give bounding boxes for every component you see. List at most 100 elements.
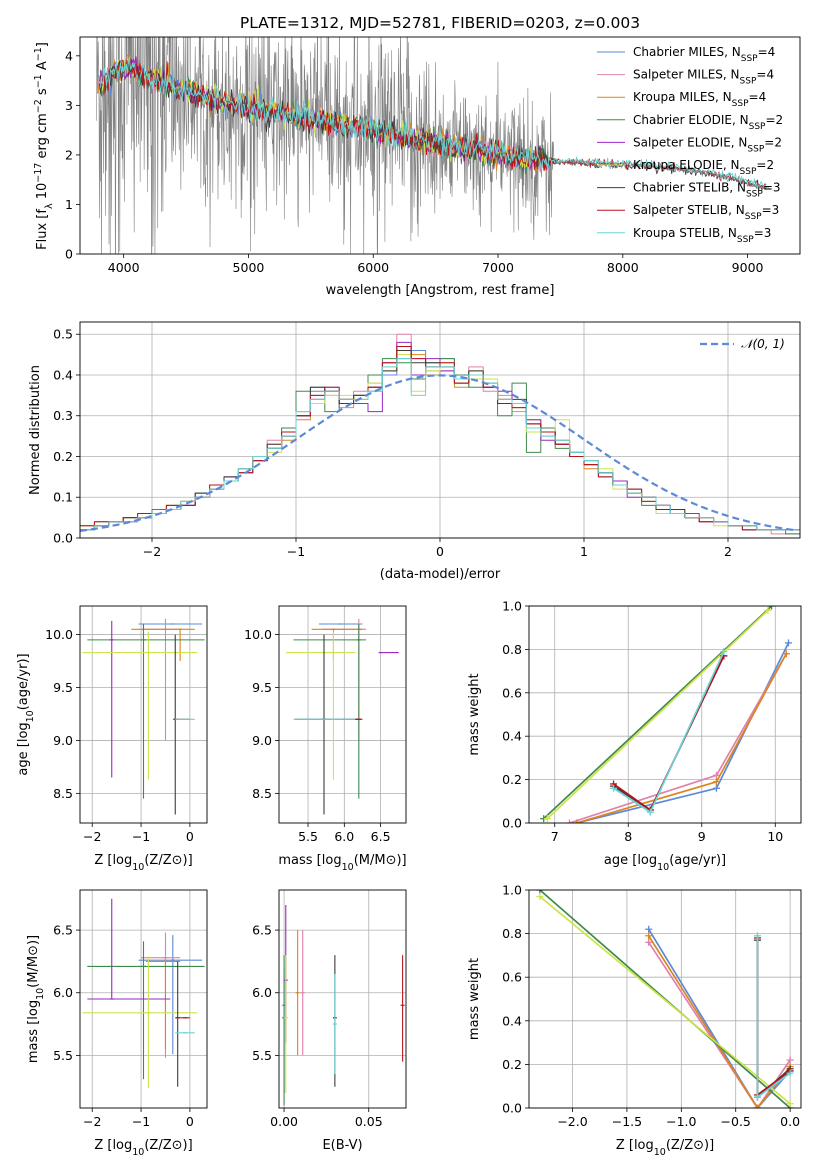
label-part: Z [ (94, 1138, 112, 1153)
y-tick-label: 0 (65, 247, 73, 262)
legend-label: Salpeter ELODIE, NSSP=2 (633, 135, 782, 154)
x-tick-label: −0.5 (721, 1114, 751, 1129)
x-tick-label: 0.0 (780, 1114, 800, 1129)
y-tick-label: 1 (65, 197, 73, 212)
y-axis-label: mass weight (467, 673, 482, 755)
y-tick-label: 0.6 (502, 970, 522, 985)
weight-line (647, 928, 791, 1108)
label-part: Flux [f (35, 209, 50, 250)
panel-weight_vs_age: 7 8 9 10 0.0 0.2 0.4 0.6 0.8 1.0 (502, 599, 802, 844)
y-axis-label: age [log10(age/yr)] (16, 653, 36, 775)
legend-label-part: Kroupa ELODIE, N (633, 158, 740, 172)
y-tick-label: 4 (65, 48, 73, 63)
x-tick-label: 8 (624, 829, 632, 844)
y-tick-label: 6.5 (252, 923, 272, 938)
legend-label-part: =4 (756, 68, 774, 82)
x-tick-label: 6.5 (371, 829, 391, 844)
label-part: (age/yr)] (16, 653, 31, 710)
label-part: age [ (16, 742, 31, 775)
y-tick-label: 2 (65, 147, 73, 162)
panel-frame (278, 889, 407, 1109)
y-tick-label: 10.0 (45, 627, 73, 642)
x-tick-label: 10 (767, 829, 783, 844)
y-axis-label: mass [log10(M/M⊙)] (26, 935, 46, 1063)
figure-title: PLATE=1312, MJD=52781, FIBERID=0203, z=0… (240, 14, 640, 32)
legend-label: Kroupa STELIB, NSSP=3 (633, 226, 771, 245)
label-part: 10 (132, 1147, 144, 1158)
legend-label-part: SSP (737, 235, 754, 245)
x-tick-label: 9000 (732, 260, 764, 275)
label-part: log (322, 853, 342, 868)
y-tick-label: 0.2 (53, 449, 73, 464)
panel-frame (79, 889, 208, 1109)
x-tick-label: −1.5 (612, 1114, 642, 1129)
legend-label-part: =3 (754, 226, 772, 240)
x-axis-label: Z [log10(Z/Z⊙)] (94, 853, 192, 873)
y-axis-label: Normed distribution (28, 365, 43, 495)
panel-mass_vs_ebv: 0.00 0.05 5.5 6.0 6.5 (252, 889, 407, 1129)
label-part: 10 (35, 183, 50, 204)
plot-area-mass_vs_Z (82, 898, 205, 1088)
legend-label-part: Kroupa MILES, N (633, 90, 732, 104)
panel-frame (278, 605, 407, 824)
label-part: log (26, 1000, 41, 1020)
x-tick-label: 0 (186, 829, 194, 844)
y-tick-label: 0.8 (502, 926, 522, 941)
legend-label-part: SSP (740, 167, 757, 177)
label-part: −1 (33, 47, 44, 61)
label-part: 10 (25, 710, 36, 722)
y-tick-label: 1.0 (502, 599, 522, 614)
x-tick-label: −2 (83, 829, 101, 844)
legend-label: Kroupa ELODIE, NSSP=2 (633, 158, 774, 177)
x-tick-label: 1 (580, 544, 588, 559)
y-tick-label: 0.0 (502, 1101, 522, 1116)
legend-label: Salpeter MILES, NSSP=4 (633, 68, 774, 87)
legend-label-part: Chabrier MILES, N (633, 45, 741, 59)
y-axis-label: Flux [fλ 10−17 erg cm−2 s−1 A−1] (33, 42, 55, 250)
x-tick-label: −1.0 (666, 1114, 696, 1129)
x-tick-label: −2 (83, 1114, 101, 1129)
y-tick-label: 0.2 (502, 1057, 522, 1072)
x-axis-label: (data-model)/error (380, 567, 501, 582)
legend-label-part: =4 (749, 90, 767, 104)
label-part: Z [ (616, 1138, 634, 1153)
x-tick-label: 2 (724, 544, 732, 559)
label-part: Normed distribution (28, 365, 43, 495)
label-part: mass weight (467, 673, 482, 755)
panel-frame (79, 321, 801, 539)
x-tick-label: 7000 (482, 260, 514, 275)
label-part: A (35, 61, 50, 74)
label-part: mass [ (26, 1020, 41, 1063)
y-tick-label: 0.8 (502, 642, 522, 657)
legend-label-part: SSP (747, 144, 764, 154)
legend-label-part: Salpeter MILES, N (633, 68, 740, 82)
y-tick-label: 8.5 (252, 786, 272, 801)
panel-frame (79, 605, 208, 824)
legend-label-part: SSP (749, 122, 766, 132)
plot-area-weight_vs_Z (536, 890, 794, 1108)
x-axis-label: E(B-V) (322, 1138, 362, 1153)
x-tick-label: −1 (132, 1114, 150, 1129)
label-part: log (634, 1138, 654, 1153)
legend-label-part: Chabrier ELODIE, N (633, 113, 749, 127)
y-tick-label: 0.4 (53, 367, 73, 382)
y-tick-label: 0.6 (502, 685, 522, 700)
model-spectrum-line (99, 58, 767, 191)
legend-label-part: =3 (762, 203, 780, 217)
y-tick-label: 6.0 (252, 985, 272, 1000)
legend-label-part: =4 (758, 45, 776, 59)
y-tick-label: 9.5 (252, 680, 272, 695)
x-axis-label: mass [log10(M/M⊙)] (278, 853, 406, 873)
x-tick-label: −1 (287, 544, 305, 559)
label-part: 10 (132, 862, 144, 873)
label-part: λ (44, 203, 55, 209)
x-tick-label: −2 (143, 544, 161, 559)
label-part: log (112, 853, 132, 868)
x-tick-label: 0 (186, 1114, 194, 1129)
y-tick-label: 3 (65, 98, 73, 113)
label-part: 10 (342, 862, 354, 873)
label-part: mass weight (467, 958, 482, 1040)
y-tick-label: 1.0 (502, 883, 522, 898)
y-tick-label: 9.5 (53, 680, 73, 695)
y-tick-label: 5.5 (252, 1048, 272, 1063)
